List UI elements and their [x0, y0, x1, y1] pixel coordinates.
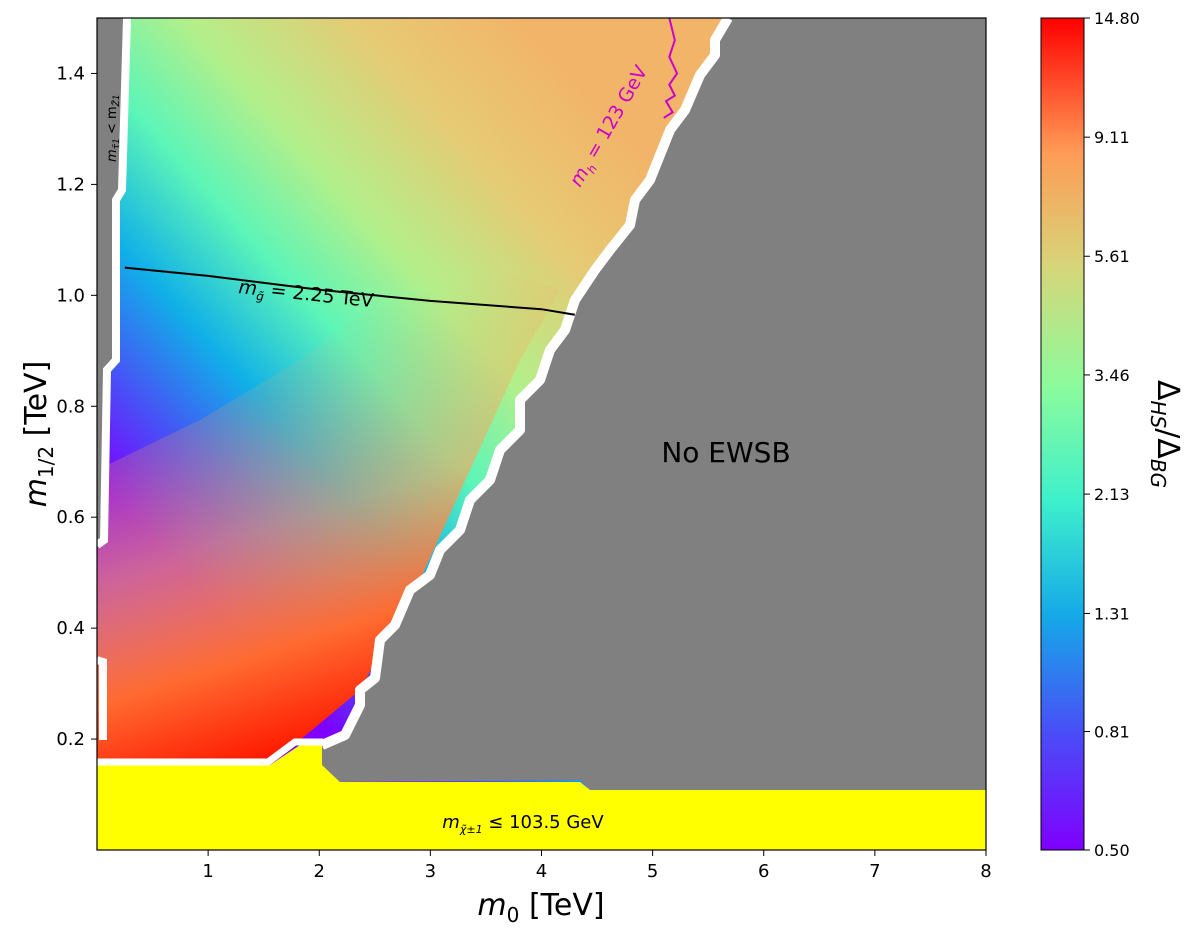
stau-lsp-boundary	[97, 18, 131, 549]
x-tick-label: 1	[202, 861, 213, 882]
colorbar-tick-label: 14.80	[1094, 9, 1140, 28]
y-tick-label: 0.2	[56, 729, 85, 750]
chargino-boundary	[97, 738, 323, 766]
y-tick-label: 1.0	[56, 285, 85, 306]
contours	[124, 18, 679, 316]
x-tick-label: 2	[314, 861, 325, 882]
higgs-mass-contour	[663, 18, 679, 119]
colorbar-tick-label: 0.50	[1094, 841, 1130, 860]
y-axis: 0.2 0.4 0.6 0.8 1.0 1.2 1.4	[56, 63, 97, 750]
x-axis-title: m0 [TeV]	[477, 888, 604, 927]
y-tick-label: 1.4	[56, 63, 85, 84]
gluino-mass-contour	[124, 266, 576, 316]
x-tick-label: 6	[758, 861, 769, 882]
heatmap-high-region	[97, 260, 560, 760]
colorbar-ticks: 0.50 0.81 1.31 2.13 3.46 5.61 9.11 14.80	[1084, 9, 1140, 860]
x-tick-label: 5	[647, 861, 658, 882]
y-tick-label: 0.4	[56, 618, 85, 639]
y-tick-label: 0.8	[56, 396, 85, 417]
colorbar-tick-label: 2.13	[1094, 485, 1130, 504]
colorbar-tick-label: 9.11	[1094, 128, 1130, 147]
colorbar-title: ΔHS/ΔBG	[1146, 380, 1185, 488]
colorbar-frame	[1040, 17, 1085, 851]
x-axis: 1 2 3 4 5 6 7 8	[202, 850, 992, 882]
y-tick-label: 1.2	[56, 174, 85, 195]
x-tick-label: 8	[980, 861, 991, 882]
y-tick-label: 0.6	[56, 507, 85, 528]
x-tick-label: 7	[869, 861, 880, 882]
colorbar-tick-label: 3.46	[1094, 366, 1130, 385]
colorbar-tick-label: 5.61	[1094, 247, 1130, 266]
colorbar-tick-label: 1.31	[1094, 604, 1130, 623]
no-ewsb-boundary	[320, 18, 733, 750]
x-tick-label: 3	[425, 861, 436, 882]
no-ewsb-label: No EWSB	[661, 436, 790, 469]
y-axis-title: m1/2 [TeV]	[19, 361, 58, 508]
no-ewsb-region	[322, 18, 986, 790]
chargino-excluded-region	[97, 745, 986, 850]
heatmap-area	[97, 18, 986, 850]
chargino-label: mχ̃±1 ≤ 103.5 GeV	[442, 812, 604, 836]
x-tick-label: 4	[536, 861, 547, 882]
left-boundary-low	[97, 656, 107, 740]
colorbar	[1041, 18, 1084, 850]
colorbar-tick-label: 0.81	[1094, 723, 1130, 742]
stau-lsp-label: mτ̃1 < mZ̃1	[105, 94, 122, 162]
